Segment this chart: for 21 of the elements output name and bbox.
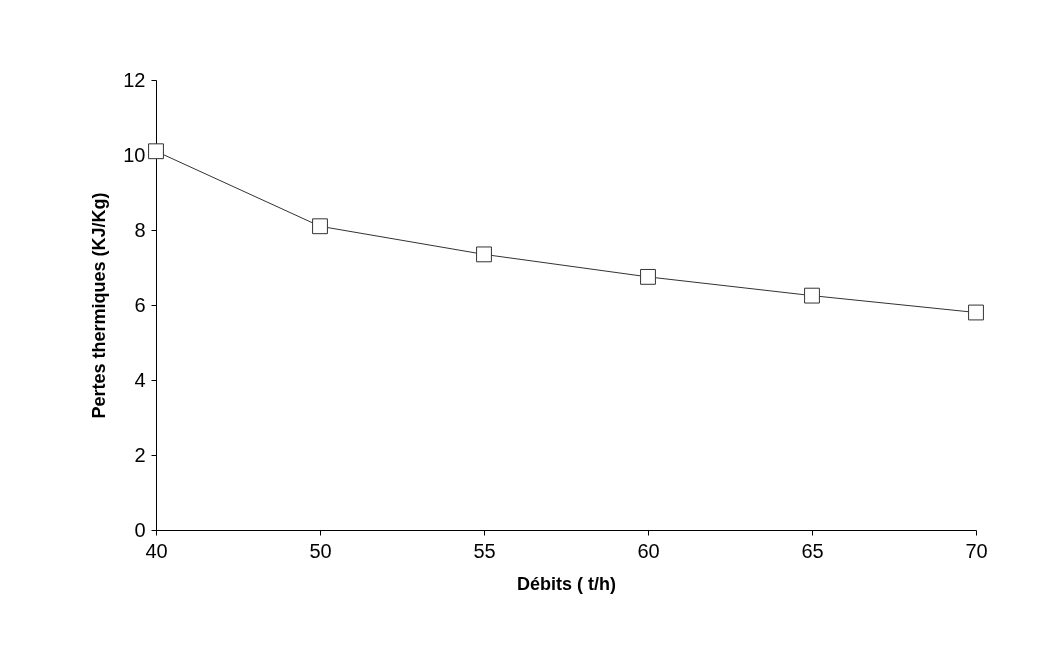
point [476,246,492,263]
y-tick-label: 2 [134,443,146,466]
y-tick-label: 8 [134,218,146,241]
y-tick-label: 0 [134,518,146,541]
x-axis-title: Débits ( t/h) [517,573,616,594]
point [148,143,164,160]
y-tick-label: 10 [123,143,146,166]
y-axis-title: Pertes thermiques (KJ/Kg) [89,192,110,419]
y-tick-label: 4 [134,368,146,391]
x-tick-label: 40 [145,539,168,562]
point [312,218,328,235]
point [968,304,984,321]
x-tick-label: 70 [965,539,988,562]
y-tick-label: 12 [123,68,146,91]
x-tick-label: 60 [637,539,660,562]
point [640,268,656,285]
x-tick-label: 55 [473,539,496,562]
point [804,287,820,304]
x-tick-label: 65 [801,539,824,562]
y-tick-label: 6 [134,293,146,316]
x-tick-label: 50 [309,539,332,562]
